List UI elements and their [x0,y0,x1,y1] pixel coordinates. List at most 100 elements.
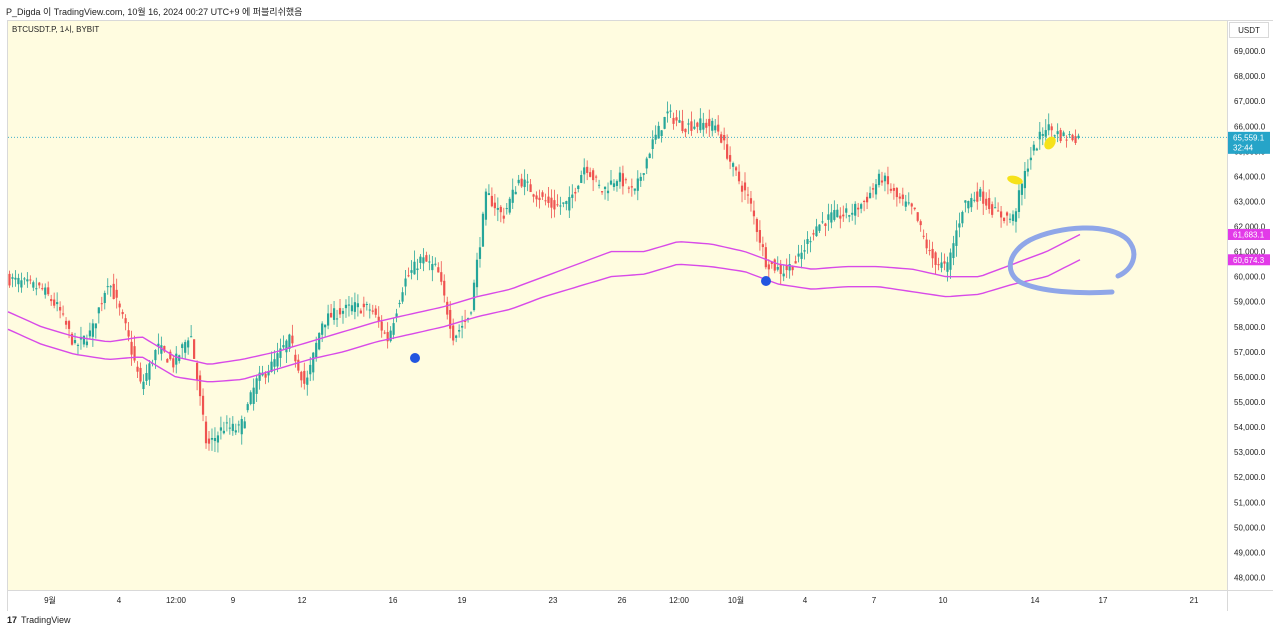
candle-body [877,173,881,186]
candle-body [860,204,863,209]
candle-body [383,332,386,334]
candle-body [976,191,979,202]
candle-body [419,256,422,263]
candle-body [64,320,68,325]
candle-body [371,310,374,312]
candle-body [61,313,65,315]
time-tick-label: 12:00 [669,596,690,605]
candle-body [1017,190,1021,212]
candle-body [1032,144,1035,151]
candle-body [794,261,797,264]
candle-body [726,144,729,159]
currency-button[interactable]: USDT [1229,22,1269,38]
candle-body [705,122,708,128]
candle-body [56,302,59,305]
candle-body [514,191,517,195]
candle-body [228,427,231,429]
candle-body [800,252,803,259]
candle-body [857,207,860,210]
candle-body [359,310,362,314]
candle-body [353,302,357,312]
candle-body [586,166,589,173]
candle-body [717,124,720,132]
candle-body [803,250,806,252]
candle-body [752,210,756,217]
candle-body [112,283,115,300]
tradingview-logo-icon: 17 [7,615,18,625]
candle-body [818,224,821,231]
envelope-price-tag: 61,683.1 [1233,230,1265,239]
candle-body [681,120,684,132]
candle-body [1068,134,1071,136]
candle-body [791,265,794,271]
time-tick-label: 14 [1031,596,1040,605]
candle-body [532,194,535,197]
candle-body [952,243,955,259]
time-axis[interactable] [8,590,1227,611]
candle-body [868,192,872,199]
candle-body [100,303,103,305]
last-price-tag-background [1228,131,1270,154]
candle-body [195,362,199,380]
envelope-price-tag-background [1228,228,1270,240]
candle-body [985,198,988,206]
time-tick-label: 26 [618,596,627,605]
symbol-legend[interactable]: BTCUSDT.P, 1시, BYBIT [12,25,100,34]
price-tick-label: 61,000.0 [1234,248,1266,257]
price-axis[interactable] [1227,21,1273,590]
candle-body [472,282,476,311]
candle-body [97,307,100,314]
candle-body [11,277,14,279]
candle-body [773,259,776,271]
candle-body [526,181,529,183]
candle-body [571,194,574,198]
candle-body [901,194,904,200]
candle-body [452,325,455,341]
candle-body [249,392,252,404]
price-tick-label: 68,000.0 [1234,72,1266,81]
candle-body [779,264,782,274]
candle-body [294,354,297,362]
last-price-tag: 32:44 [1233,143,1254,152]
candle-body [600,191,604,193]
candle-body [395,313,398,318]
candle-body [148,363,151,380]
candle-body [1005,212,1009,216]
candle-body [73,340,77,343]
candle-body [246,404,249,411]
candle-body [1065,139,1068,141]
candle-body [595,176,598,178]
time-tick-label: 12 [298,596,307,605]
candle-body [544,200,547,202]
candle-body [169,351,172,360]
candle-body [463,320,467,322]
candle-body [919,221,922,226]
candle-body [999,211,1003,218]
candle-body [782,273,785,277]
candle-body [1062,132,1065,137]
candle-body [1038,131,1041,140]
price-tick-label: 64,000.0 [1234,172,1266,181]
candle-body [696,122,699,127]
candle-body [475,259,479,288]
candle-body [1059,130,1062,142]
candle-body [329,312,333,318]
candle-body [687,123,690,125]
candle-body [633,188,636,191]
candle-body [306,377,309,385]
candle-body [297,359,300,371]
candle-body [761,244,764,248]
candle-body [812,233,815,235]
candle-body [380,321,383,331]
candle-body [651,139,654,149]
candle-body [675,117,678,121]
time-tick-label: 10월 [728,595,744,605]
plot-area[interactable] [8,21,1227,590]
candle-body [943,261,946,264]
price-tick-label: 66,000.0 [1234,122,1266,131]
candle-body [332,308,336,320]
candle-body [615,181,619,186]
candle-body [898,196,901,199]
candle-body [574,191,577,194]
yellow-highlight-mark [1044,136,1056,150]
